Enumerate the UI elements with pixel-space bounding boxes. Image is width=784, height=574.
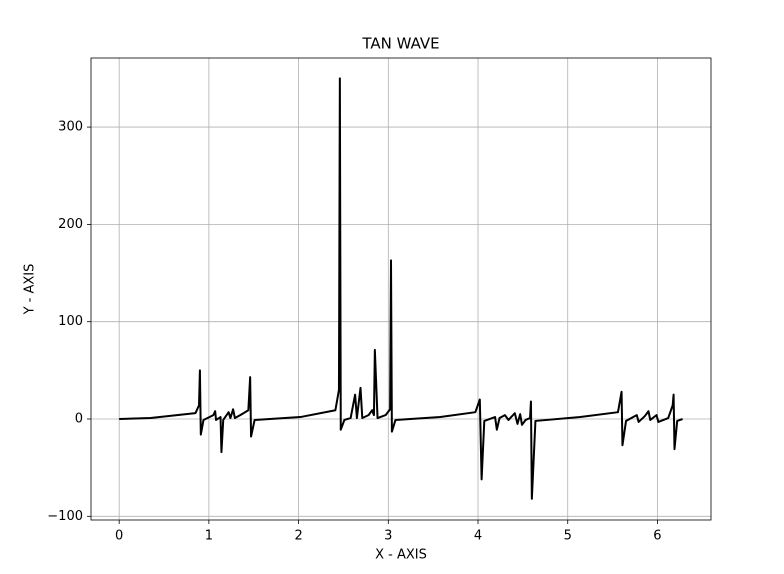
x-tick-label: 5 [564, 529, 572, 544]
x-tick-label: 6 [653, 529, 661, 544]
x-axis-label: X - AXIS [375, 548, 427, 563]
y-tick-label: 300 [58, 120, 83, 135]
x-tick-label: 3 [384, 529, 392, 544]
y-tick-label: −100 [47, 509, 83, 524]
y-tick-label: 200 [58, 217, 83, 232]
y-axis-label: Y - AXIS [23, 264, 38, 316]
chart-title: TAN WAVE [361, 35, 439, 53]
x-tick-label: 1 [205, 529, 213, 544]
x-tick-label: 0 [115, 529, 123, 544]
y-tick-label: 100 [58, 314, 83, 329]
x-tick-label: 4 [474, 529, 482, 544]
line [119, 77, 683, 500]
x-tick-label: 2 [294, 529, 302, 544]
plot-frame [90, 57, 712, 521]
y-tick-label: 0 [75, 411, 83, 426]
